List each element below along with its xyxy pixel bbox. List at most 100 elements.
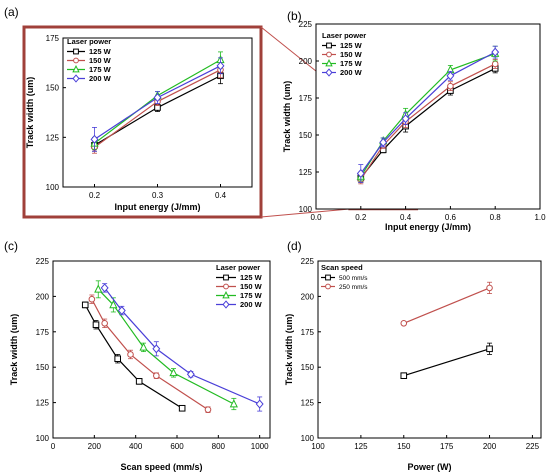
y-axis-label: Track width (um) <box>282 81 292 153</box>
zoom-frame-a <box>22 25 263 219</box>
x-axis-label: Input energy (J/mm) <box>114 202 200 212</box>
legend-entry: 125 W <box>340 41 363 50</box>
legend-entry: 150 W <box>240 282 263 291</box>
legend-entry: 200 W <box>89 74 112 83</box>
legend-title: Laser power <box>322 31 366 40</box>
data-point <box>491 47 500 57</box>
y-tick-label: 175 <box>46 34 60 43</box>
legend-marker <box>222 300 230 309</box>
y-axis-label: Track width (um) <box>25 77 35 149</box>
y-tick-label: 125 <box>299 168 313 177</box>
series-125-w <box>81 301 186 412</box>
legend-entry: 250 mm/s <box>339 284 368 291</box>
chart-b: 0.0 0.2 0.4 0.6 0.8 1.0 100 125 150 175 200 225 Inpu… <box>282 20 546 232</box>
data-point <box>109 299 118 309</box>
series-250-mm-s <box>400 281 493 327</box>
x-tick-label: 150 <box>397 442 411 451</box>
x-tick-label: 600 <box>170 442 184 451</box>
y-tick-label: 125 <box>46 133 60 142</box>
y-tick-label: 125 <box>301 399 315 408</box>
x-tick-label: 0.4 <box>215 191 227 200</box>
legend-title: Laser power <box>67 37 111 46</box>
legend-entry: 125 W <box>240 273 263 282</box>
y-axis-label: Track width (um) <box>284 314 294 386</box>
plot-frame <box>317 260 542 439</box>
x-tick-label: 200 <box>483 442 497 451</box>
legend-title: Laser power <box>216 263 260 272</box>
y-axis-label: Track width (um) <box>9 314 19 386</box>
x-tick-label: 800 <box>212 442 226 451</box>
legend-entry: 200 W <box>340 68 363 77</box>
legend-entry: 125 W <box>89 47 112 56</box>
y-tick-label: 225 <box>301 257 315 266</box>
data-point <box>90 134 99 144</box>
data-point <box>81 301 89 309</box>
data-point <box>486 345 493 353</box>
y-tick-label: 125 <box>36 399 50 408</box>
y-tick-label: 175 <box>299 94 313 103</box>
plot-frame <box>52 260 271 439</box>
data-point <box>117 305 126 316</box>
x-tick-label: 0.2 <box>89 191 101 200</box>
x-axis-label: Input energy (J/mm) <box>385 222 471 232</box>
x-tick-label: 200 <box>88 442 102 451</box>
legend-entry: 150 W <box>89 56 112 65</box>
y-tick-label: 100 <box>301 434 315 443</box>
x-axis-label: Scan speed (mm/s) <box>120 462 202 472</box>
y-tick-label: 200 <box>36 292 50 301</box>
legend-marker <box>73 48 79 55</box>
y-tick-label: 200 <box>301 292 315 301</box>
data-point <box>135 378 143 385</box>
y-tick-label: 100 <box>299 205 313 214</box>
data-point <box>486 284 493 292</box>
series-500-mm-s <box>400 342 493 379</box>
series-line <box>403 348 490 377</box>
legend-marker <box>72 64 80 73</box>
legend-marker <box>223 274 229 281</box>
data-point <box>114 355 121 363</box>
data-point <box>379 137 388 147</box>
legend-entry: 175 W <box>340 59 363 68</box>
data-point <box>400 320 408 327</box>
y-tick-label: 200 <box>299 57 313 66</box>
data-point <box>447 82 454 90</box>
panel-label-d: (d) <box>287 239 302 253</box>
chart-d: 100 125 150 175 200 225 100 125 150 175 200 225 Powe… <box>284 257 542 472</box>
legend-marker <box>73 57 79 64</box>
data-point <box>204 406 212 413</box>
legend-marker <box>72 74 80 83</box>
legend-entry: 200 W <box>240 300 263 309</box>
x-tick-label: 0.0 <box>310 213 322 222</box>
x-tick-label: 0.4 <box>400 213 412 222</box>
y-tick-label: 100 <box>36 434 50 443</box>
legend: Scan speed 500 mm/s 250 mm/s <box>321 263 368 291</box>
chart-a: 0.2 0.3 0.4 100 125 150 175 Input energy (J/mm)… <box>25 34 253 212</box>
data-point <box>169 367 178 377</box>
data-point <box>153 93 162 103</box>
y-tick-label: 225 <box>36 257 50 266</box>
x-tick-label: 225 <box>526 442 540 451</box>
series-line <box>403 287 490 324</box>
zoom-connector-bottom <box>260 208 350 218</box>
x-tick-label: 0.2 <box>355 213 367 222</box>
charts-layer: 0.2 0.3 0.4 100 125 150 175 Input energy (J/mm)… <box>9 20 546 472</box>
data-point <box>94 284 103 293</box>
data-point <box>101 320 108 327</box>
data-point <box>178 404 186 412</box>
legend-marker <box>325 58 333 67</box>
y-tick-label: 150 <box>299 131 313 140</box>
data-point <box>491 60 499 68</box>
legend-entry: 175 W <box>89 65 112 74</box>
series-200-w <box>90 57 225 152</box>
series-175-w <box>94 280 238 411</box>
data-point <box>446 71 455 81</box>
legend-marker <box>326 51 332 58</box>
y-tick-label: 100 <box>46 183 60 192</box>
data-point <box>216 61 225 71</box>
legend-marker <box>325 274 331 281</box>
data-point <box>255 399 264 409</box>
x-tick-label: 0 <box>51 442 56 451</box>
data-point <box>92 321 100 329</box>
data-point <box>100 283 109 293</box>
data-point <box>127 351 134 358</box>
